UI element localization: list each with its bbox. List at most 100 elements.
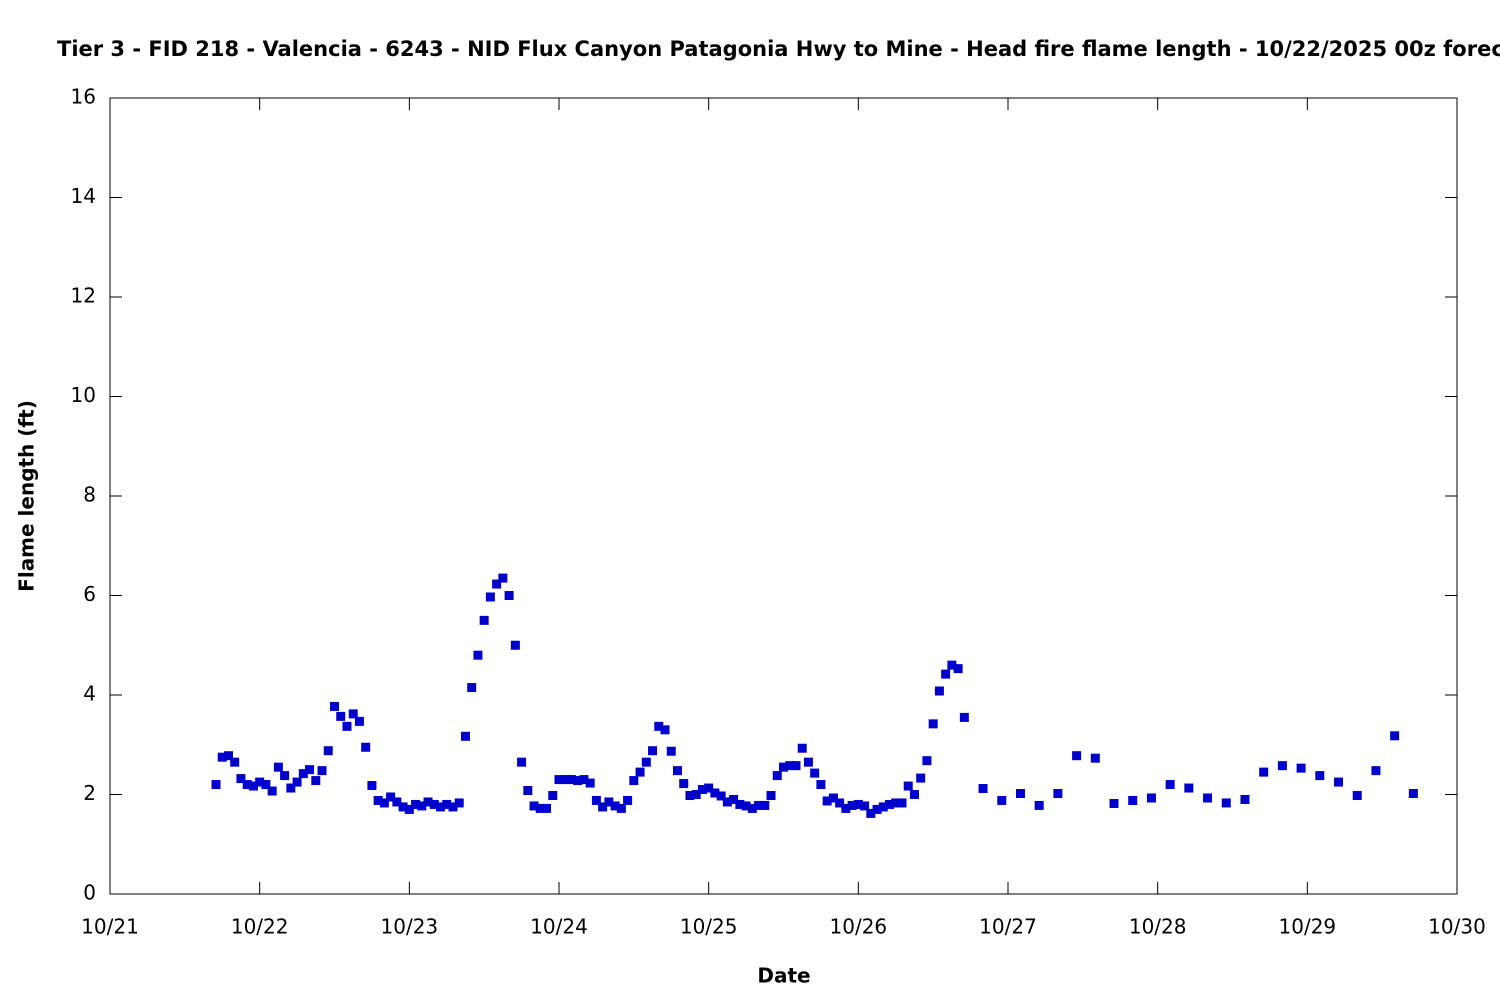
data-point [498,573,508,583]
data-point [735,799,745,809]
y-tick-label: 4 [83,682,96,706]
data-point [1053,789,1063,799]
data-point [267,786,277,796]
data-point [554,775,564,785]
data-point [492,579,502,589]
y-tick-label: 12 [71,284,96,308]
x-tick-label: 10/29 [1279,915,1337,939]
data-point [317,766,327,776]
data-point [255,777,265,787]
data-point [248,781,258,791]
x-tick-label: 10/27 [979,915,1037,939]
y-axis-label: Flame length (ft) [15,400,39,592]
data-point [803,757,813,767]
data-point [1128,795,1138,805]
data-point [392,797,402,807]
data-point [679,779,689,789]
y-tick-label: 14 [71,184,96,208]
data-point [722,797,732,807]
data-point [429,799,439,809]
data-point [779,762,788,772]
data-point [305,765,315,775]
data-point [1221,798,1231,808]
data-point [716,791,726,801]
data-point [336,711,346,721]
data-point [436,802,446,812]
data-point [922,756,932,766]
data-point [1090,753,1100,763]
data-point [754,800,764,810]
data-point [579,775,589,785]
data-point [467,683,477,693]
data-point [236,774,246,784]
data-point [367,781,377,791]
y-tick-label: 6 [83,582,96,606]
data-point [797,743,807,753]
data-point [953,664,963,674]
data-point [573,776,583,786]
data-point [654,721,664,731]
data-point [1034,800,1044,810]
y-tick-label: 10 [71,383,96,407]
data-point [280,771,290,781]
data-point [697,785,707,795]
data-point [398,802,408,812]
data-point [672,766,682,776]
data-point [273,762,283,772]
data-point [891,798,901,808]
data-point [1408,789,1418,799]
data-point [529,801,539,811]
data-point [1334,777,1344,787]
data-point [454,798,464,808]
x-tick-label: 10/28 [1129,915,1187,939]
data-point [286,783,296,793]
y-tick-label: 0 [83,881,96,905]
data-point [1184,783,1194,793]
data-point [959,712,969,722]
data-point [342,721,352,731]
data-point [704,783,714,793]
data-point [585,778,595,788]
data-point [928,719,938,729]
data-point [691,790,701,799]
data-point [330,701,339,711]
data-point [1015,789,1025,799]
data-point [897,798,907,808]
data-point [542,803,552,813]
data-point [1146,793,1156,803]
data-point [660,725,670,735]
data-point [872,804,882,814]
data-point [810,768,820,778]
data-point [785,761,795,771]
data-point [448,802,458,812]
data-point [211,780,221,790]
data-point [629,776,639,786]
data-point [685,790,695,800]
data-point [261,780,271,790]
data-point [1259,767,1269,777]
data-point [217,752,227,762]
data-point [1203,793,1213,803]
data-point [710,788,720,798]
data-point [822,796,832,806]
data-point [473,650,483,660]
data-point [510,640,520,650]
data-point [641,757,651,767]
data-point [460,731,470,741]
x-tick-label: 10/25 [680,915,738,939]
data-point [504,591,514,600]
data-point [1371,766,1381,776]
data-point [523,786,533,796]
data-point [386,792,396,802]
data-point [866,808,876,818]
x-tick-label: 10/23 [381,915,439,939]
data-point [835,798,845,808]
data-point [1315,771,1325,781]
data-point [1296,763,1306,773]
data-point [847,800,857,810]
data-point [841,803,851,813]
data-point [997,795,1007,805]
data-point [348,709,358,719]
data-point [772,771,782,781]
